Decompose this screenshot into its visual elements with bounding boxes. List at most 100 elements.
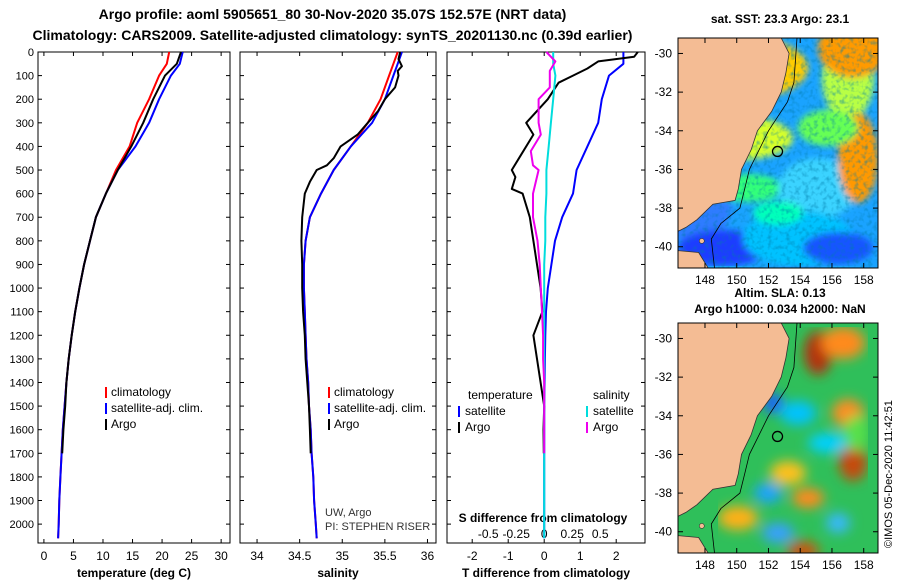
y-tick-label: 1400 [10, 377, 34, 389]
sla-patch [821, 327, 865, 359]
legend-header-salinity: salinity [593, 388, 630, 402]
argo-float-marker [771, 145, 784, 158]
lon-tick-label: 148 [695, 558, 715, 572]
x-tick-label: -1 [503, 549, 514, 563]
legend-label: satellite-adj. clim. [334, 401, 426, 415]
sla-patch [808, 433, 848, 453]
lon-tick-label: 158 [854, 558, 874, 572]
y-tick-label: 1100 [10, 307, 34, 319]
lon-tick-label: 154 [790, 558, 810, 572]
sla-patch [718, 506, 758, 530]
series-line-s-argo [529, 51, 557, 454]
figure-title-line2: Climatology: CARS2009. Satellite-adjuste… [32, 27, 633, 43]
y-tick-label: 200 [16, 94, 34, 106]
pi-credit-line1: UW, Argo [325, 507, 371, 519]
x-axis-label: temperature (deg C) [77, 566, 191, 580]
x-tick-label: 35.5 [373, 549, 397, 563]
x-tick-label: 30 [214, 549, 228, 563]
series-line-argo [61, 51, 182, 454]
plot-frame [446, 51, 646, 544]
plot-frame [37, 51, 231, 544]
x2-tick-label: 0.25 [561, 527, 585, 541]
lat-tick-label: -30 [655, 46, 673, 60]
x-tick-label: 0 [541, 549, 548, 563]
x2-tick-label: -0.5 [478, 527, 499, 541]
shelf-contour [710, 38, 798, 268]
y-tick-label: 600 [16, 189, 34, 201]
x-tick-label: 0 [41, 549, 48, 563]
land-area [678, 38, 790, 232]
x2-tick-label: -0.25 [503, 527, 531, 541]
series-line-satellite-adj-clim- [302, 51, 403, 539]
series-line-argo [300, 51, 403, 454]
pi-credit-line2: PI: STEPHEN RISER [325, 521, 430, 533]
y-tick-label: 400 [16, 141, 34, 153]
legend-label: Argo [593, 420, 619, 434]
profile-panel-2: 34 34.5 35 35.5 36 salinity climatology satelli… [239, 51, 437, 580]
sla-patch [780, 401, 816, 425]
sla-patch [839, 445, 867, 481]
argo-float-marker [771, 430, 784, 443]
legend-label: climatology [334, 385, 394, 399]
legend-label: satellite-adj. clim. [111, 401, 203, 415]
lat-tick-label: -40 [655, 240, 673, 254]
x-tick-label: 2 [613, 549, 620, 563]
y-tick-label: 500 [16, 165, 34, 177]
sst-map-title: sat. SST: 23.3 Argo: 23.1 [710, 12, 850, 26]
sst-map: 148 150 152 154 156 158 -30 -32 -34 -36 -38 -40 [655, 37, 879, 287]
x2-tick-label: 0.5 [592, 527, 609, 541]
y-tick-label: 800 [16, 236, 34, 248]
island [699, 238, 705, 244]
x-tick-label: 5 [70, 549, 77, 563]
profile-panel-1: 0100200300400500600700800900100011001200… [10, 47, 231, 580]
plot-frame [239, 51, 437, 544]
sla-field [718, 327, 868, 553]
lat-tick-label: -32 [655, 370, 673, 384]
y-tick-label: 2000 [10, 519, 34, 531]
lon-tick-label: 148 [695, 273, 715, 287]
x-tick-label: 25 [185, 549, 199, 563]
sla-map-image [678, 323, 878, 553]
y-tick-label: 1900 [10, 496, 34, 508]
lat-tick-label: -36 [655, 447, 673, 461]
lon-tick-label: 152 [758, 558, 778, 572]
y-tick-label: 1500 [10, 401, 34, 413]
x-axis-label: salinity [317, 566, 359, 580]
y-tick-label: 1600 [10, 425, 34, 437]
x-tick-label: 20 [155, 549, 169, 563]
lat-tick-label: -30 [655, 331, 673, 345]
legend-label: Argo [334, 417, 360, 431]
x2-axis-label: S difference from climatology [459, 511, 628, 525]
lat-tick-label: -34 [655, 409, 673, 423]
lat-tick-label: -32 [655, 85, 673, 99]
legend-label: satellite [593, 404, 634, 418]
sla-patch [787, 541, 819, 553]
map-frame [677, 37, 879, 269]
sla-patch [762, 523, 794, 543]
y-tick-label: 900 [16, 259, 34, 271]
x-tick-label: 35 [336, 549, 350, 563]
y-tick-label: 1000 [10, 283, 34, 295]
x-axis-label: T difference from climatology [462, 566, 630, 580]
lat-tick-label: -38 [655, 201, 673, 215]
lon-tick-label: 150 [727, 273, 747, 287]
y-tick-label: 700 [16, 212, 34, 224]
x-tick-label: 1 [577, 549, 584, 563]
sla-patch [770, 461, 806, 485]
sla-patch [754, 483, 782, 503]
y-tick-label: 100 [16, 71, 34, 83]
y-tick-label: 1800 [10, 472, 34, 484]
lon-tick-label: 156 [822, 273, 842, 287]
island [699, 523, 705, 529]
lon-tick-label: 152 [758, 273, 778, 287]
x-tick-label: -2 [467, 549, 478, 563]
lon-tick-label: 150 [727, 558, 747, 572]
sst-map-image [678, 38, 878, 268]
y-tick-label: 1300 [10, 354, 34, 366]
shelf-contour [710, 323, 798, 553]
legend-label: climatology [111, 385, 171, 399]
lat-tick-label: -36 [655, 162, 673, 176]
figure-title-line1: Argo profile: aoml 5905651_80 30-Nov-202… [98, 6, 567, 22]
map-frame [677, 322, 879, 554]
